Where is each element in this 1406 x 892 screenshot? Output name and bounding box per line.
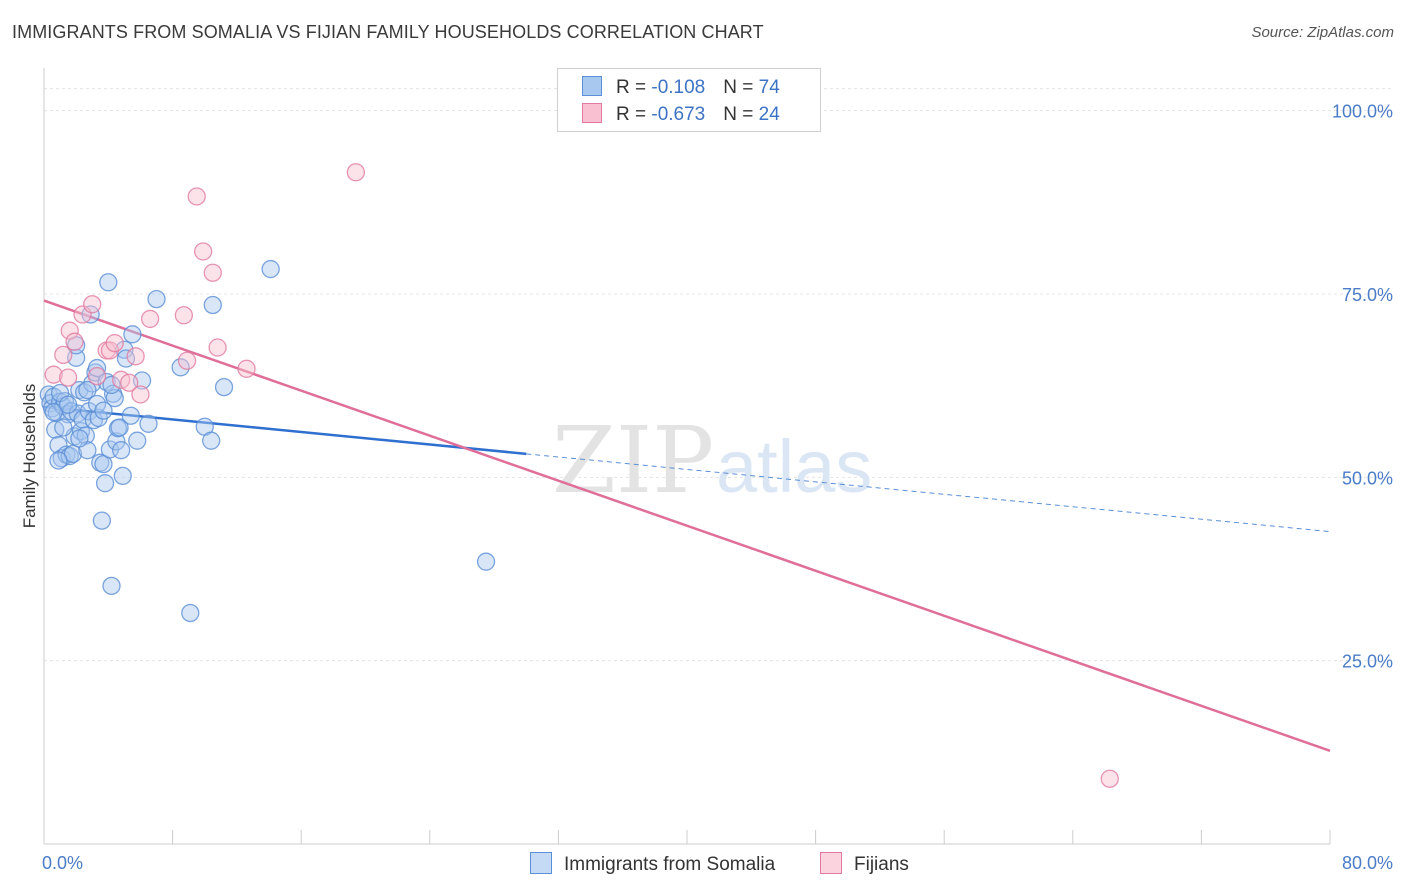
watermark-zip: ZIP — [552, 407, 714, 514]
point-fijians — [193, 242, 213, 261]
point-fijians — [120, 373, 139, 392]
point-fijians — [1100, 769, 1119, 788]
point-fijians — [87, 366, 107, 386]
point-fijians — [208, 338, 227, 357]
point-somalia — [99, 273, 118, 292]
y-tick-label: 75.0% — [1342, 285, 1393, 305]
point-somalia — [94, 401, 113, 420]
stats-legend: R = -0.108 N = 74 R = -0.673 N = 24 — [557, 68, 821, 132]
legend-row-somalia: R = -0.108 N = 74 — [582, 76, 780, 100]
point-fijians — [44, 365, 63, 384]
point-fijians — [140, 309, 160, 329]
point-fijians — [58, 368, 78, 387]
point-somalia — [121, 406, 140, 425]
watermark: ZIP atlas — [552, 407, 872, 514]
y-tick-label: 100.0% — [1332, 102, 1393, 122]
point-fijians — [203, 263, 222, 282]
point-fijians — [177, 351, 197, 370]
point-fijians — [126, 347, 145, 366]
point-somalia — [107, 432, 126, 451]
data-points — [39, 163, 1119, 788]
point-fijians — [105, 333, 124, 353]
point-somalia — [95, 474, 115, 493]
point-somalia — [44, 402, 63, 422]
legend-n-label: N = — [723, 104, 759, 125]
point-somalia — [78, 380, 97, 400]
series-legend-fijians: Fijians — [820, 852, 909, 876]
legend-n-label: N = — [723, 77, 759, 98]
point-somalia — [202, 431, 221, 450]
point-somalia — [58, 395, 78, 414]
legend-r-value: -0.108 — [651, 77, 706, 98]
x-tick-label: 80.0% — [1342, 853, 1393, 873]
point-fijians — [187, 187, 206, 206]
series-label-fijians: Fijians — [854, 854, 909, 875]
trend-line-fijians — [43, 299, 1331, 753]
point-fijians — [174, 306, 194, 325]
point-somalia — [70, 429, 89, 448]
series-swatch-fijians — [820, 852, 842, 874]
source-label: Source: ZipAtlas.com — [1251, 24, 1394, 41]
point-somalia — [97, 372, 116, 392]
point-somalia — [128, 431, 147, 450]
axes — [43, 68, 1331, 845]
trend-line-somalia — [43, 405, 527, 456]
series-legend-somalia: Immigrants from Somalia — [530, 852, 775, 876]
point-somalia — [214, 377, 234, 397]
legend-swatch-fijians — [582, 103, 602, 123]
chart-title: IMMIGRANTS FROM SOMALIA VS FIJIAN FAMILY… — [12, 22, 764, 42]
point-somalia — [171, 358, 190, 377]
legend-r-label: R = — [616, 104, 652, 125]
point-fijians — [60, 321, 79, 340]
point-somalia — [147, 289, 166, 309]
legend-n-value: 74 — [758, 77, 780, 98]
legend-swatch-somalia — [582, 76, 602, 96]
point-somalia — [60, 446, 79, 466]
point-somalia — [102, 576, 121, 596]
legend-r-label: R = — [616, 77, 652, 98]
tick-labels: 25.0% 50.0% 75.0% 100.0% 0.0% 80.0% — [42, 102, 1393, 873]
point-somalia — [54, 418, 73, 437]
series-legend: Immigrants from Somalia Fijians — [0, 852, 1406, 878]
point-somalia — [92, 511, 112, 530]
point-fijians — [131, 385, 150, 404]
point-fijians — [65, 332, 84, 351]
point-fijians — [83, 295, 102, 314]
point-somalia — [139, 414, 158, 433]
point-fijians — [237, 359, 256, 378]
legend-r-value: -0.673 — [651, 104, 706, 125]
point-somalia — [113, 466, 132, 486]
point-somalia — [181, 603, 200, 623]
x-tick-label: 0.0% — [42, 853, 83, 873]
legend-row-fijians: R = -0.673 N = 24 — [582, 103, 780, 127]
point-somalia — [123, 325, 142, 344]
point-fijians — [346, 163, 366, 182]
y-tick-label: 50.0% — [1342, 468, 1393, 488]
watermark-atlas: atlas — [716, 425, 872, 508]
legend-n-value: 24 — [758, 104, 780, 125]
point-somalia — [476, 552, 496, 571]
y-axis-label: Family Households — [20, 384, 39, 529]
point-somalia — [112, 441, 131, 460]
trend-lines — [43, 299, 1331, 753]
point-somalia — [102, 375, 121, 395]
point-somalia — [49, 451, 68, 470]
point-somalia — [203, 295, 222, 315]
point-somalia — [261, 259, 280, 279]
point-somalia — [87, 394, 107, 414]
point-fijians — [54, 345, 73, 365]
y-tick-label: 25.0% — [1342, 652, 1393, 672]
series-label-somalia: Immigrants from Somalia — [564, 854, 776, 875]
point-somalia — [110, 418, 129, 437]
series-swatch-somalia — [530, 852, 552, 874]
